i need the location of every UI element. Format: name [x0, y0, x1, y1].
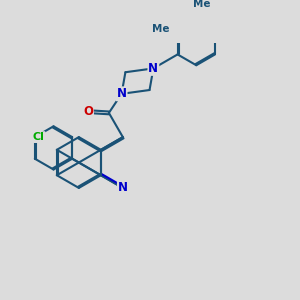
Text: Me: Me — [193, 0, 210, 9]
Text: Cl: Cl — [33, 132, 45, 142]
Text: N: N — [148, 62, 158, 75]
Text: N: N — [118, 182, 128, 194]
Text: N: N — [117, 87, 127, 100]
Text: Me: Me — [152, 24, 170, 34]
Text: O: O — [83, 105, 93, 118]
